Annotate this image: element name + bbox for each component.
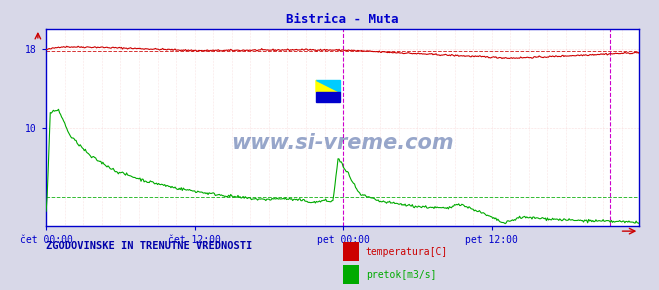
Text: pretok[m3/s]: pretok[m3/s] [366,270,436,280]
Polygon shape [316,80,340,92]
Polygon shape [316,80,340,92]
Title: Bistrica - Muta: Bistrica - Muta [287,13,399,26]
Text: www.si-vreme.com: www.si-vreme.com [231,133,454,153]
Text: temperatura[C]: temperatura[C] [366,246,448,257]
Text: ZGODOVINSKE IN TRENUTNE VREDNOSTI: ZGODOVINSKE IN TRENUTNE VREDNOSTI [46,241,252,251]
Bar [316,92,340,101]
